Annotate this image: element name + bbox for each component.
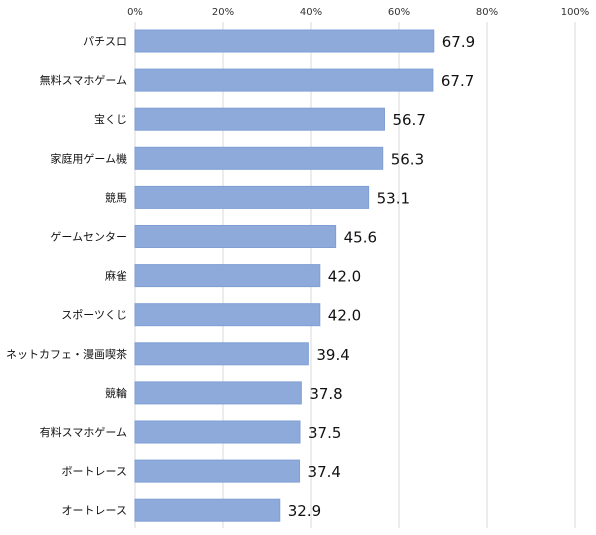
category-label: 家庭用ゲーム機 <box>50 151 127 165</box>
category-label: パチスロ <box>83 35 127 48</box>
category-label: 無料スマホゲーム <box>40 73 127 87</box>
bar <box>134 264 321 288</box>
bar <box>134 420 301 444</box>
category-label: 有料スマホゲーム <box>40 425 127 439</box>
bar <box>134 225 337 248</box>
category-label: オートレース <box>62 504 127 517</box>
x-tick-label: 0% <box>127 7 143 18</box>
bar <box>134 68 434 92</box>
value-labels: 67.9 67.7 56.7 56.3 53.1 45.6 42.0 42.0 39.4 37.8… <box>288 33 475 520</box>
bar <box>134 146 384 170</box>
x-tick-label: 100% <box>561 7 590 18</box>
category-label: ゲームセンター <box>50 231 127 244</box>
value-label: 45.6 <box>344 229 377 247</box>
bar <box>134 107 385 131</box>
value-label: 42.0 <box>328 307 361 325</box>
category-label: 競輪 <box>105 386 127 400</box>
value-label: 67.7 <box>441 72 474 90</box>
category-labels: パチスロ無料スマホゲーム宝くじ家庭用ゲーム機競馬ゲームセンター麻雀スポーツくじネ… <box>6 35 127 517</box>
value-label: 67.9 <box>442 33 475 51</box>
category-label: 麻雀 <box>105 269 127 283</box>
category-label: ネットカフェ・漫画喫茶 <box>6 347 127 361</box>
bar <box>134 342 309 366</box>
x-tick-label: 20% <box>212 7 234 18</box>
value-label: 39.4 <box>316 346 349 364</box>
value-label: 37.8 <box>309 385 342 403</box>
x-axis-ticks: 0% 20% 40% 60% 80% 100% <box>127 7 589 18</box>
value-label: 53.1 <box>377 189 410 207</box>
value-label: 32.9 <box>288 502 321 520</box>
category-label: 競馬 <box>105 190 127 204</box>
category-label: スポーツくじ <box>61 309 127 322</box>
value-label: 56.3 <box>391 150 424 168</box>
value-label: 37.4 <box>308 463 341 481</box>
category-label: 宝くじ <box>94 112 127 126</box>
bar <box>134 381 302 405</box>
x-tick-label: 40% <box>300 7 322 18</box>
bar <box>134 459 301 483</box>
bar <box>134 29 435 53</box>
value-label: 56.7 <box>392 111 425 129</box>
value-label: 42.0 <box>328 268 361 286</box>
category-label: ボートレース <box>62 465 127 478</box>
x-tick-label: 80% <box>476 7 498 18</box>
bar <box>134 185 370 209</box>
value-label: 37.5 <box>308 424 341 442</box>
bar <box>134 303 321 327</box>
x-tick-label: 60% <box>388 7 410 18</box>
bar <box>134 498 281 522</box>
bars <box>134 29 435 522</box>
